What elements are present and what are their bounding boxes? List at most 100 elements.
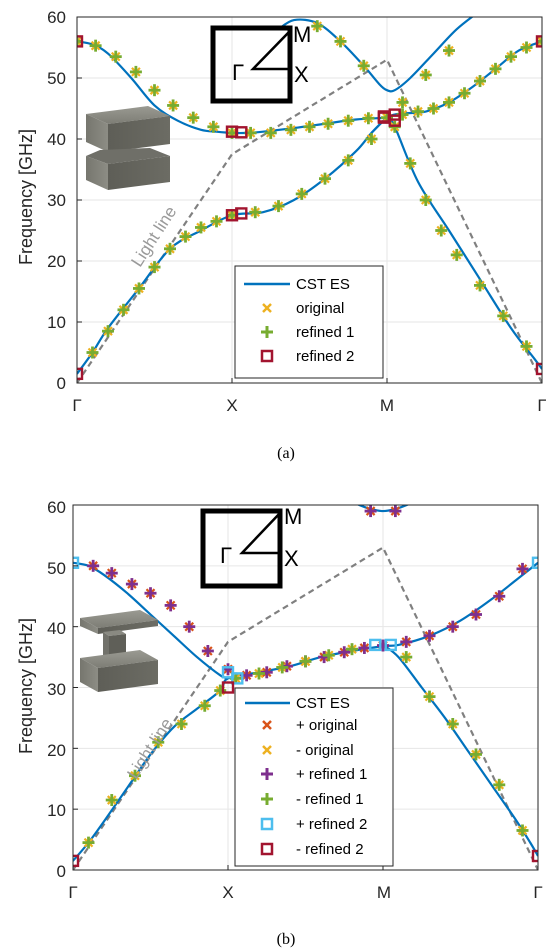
- inset-label-gamma: Γ: [220, 543, 232, 568]
- data-point-refined-1: [117, 303, 130, 316]
- data-point-refined-1: [322, 117, 335, 130]
- panel-a: (a) Frequency [GHz] 0 10 20 30 40 50 60 …: [16, 8, 546, 462]
- data-point-refined-1: [342, 154, 355, 167]
- inset-label-m: M: [284, 504, 302, 529]
- data-point-refined-1: [419, 68, 432, 81]
- data-point-refined-2: [73, 556, 80, 569]
- brillouin-zone-inset-a: Γ X M: [210, 22, 311, 104]
- panel-b: (b) Frequency [GHz] 0 10 20 30 40 50 60 …: [16, 498, 543, 948]
- data-point-refined-2: [535, 35, 542, 48]
- data-point-refined-1: [334, 35, 347, 48]
- data-point-refined-1: [423, 690, 436, 703]
- data-point-refined-1: [443, 96, 455, 109]
- data-point-refined-1: [295, 187, 308, 200]
- series-group: [77, 17, 542, 383]
- data-point-original: [77, 36, 82, 47]
- marker-stroke: [537, 39, 542, 47]
- data-point-refined-1: [144, 587, 157, 600]
- data-point-refined-1: [311, 20, 324, 33]
- legend-swatch-minus-refined-1: [261, 793, 273, 805]
- x-tick-label-x: X: [222, 883, 233, 902]
- data-point-refined-1: [435, 224, 448, 237]
- data-point-refined-1: [516, 824, 529, 837]
- data-point-refined-1: [396, 96, 409, 109]
- data-point-refined-1: [470, 748, 482, 761]
- data-point-refined-1: [365, 133, 378, 145]
- x-tick-label-x: X: [226, 396, 237, 415]
- data-point-refined-1: [89, 39, 102, 52]
- data-point-refined-1: [338, 646, 351, 659]
- data-point-refined-1: [183, 620, 196, 633]
- cst-es-band-line: [277, 17, 474, 93]
- series-group: [73, 505, 538, 870]
- caption-a: (a): [277, 445, 295, 462]
- y-tick-labels-b: 0 10 20 30 40 50 60: [47, 498, 66, 881]
- legend-label-plus-refined-2: + refined 2: [296, 816, 367, 833]
- data-point-refined-2: [235, 207, 248, 220]
- data-point-refined-2: [77, 35, 84, 48]
- cst-es-band-line: [356, 505, 410, 513]
- legend-swatch-minus-refined-2: [260, 842, 274, 856]
- data-point-refined-1: [201, 645, 214, 657]
- y-tick-label: 60: [47, 8, 66, 27]
- y-tick-label: 50: [47, 559, 66, 578]
- data-point-refined-1: [125, 578, 138, 591]
- data-point-refined-1: [133, 282, 145, 295]
- data-point-refined-1: [377, 639, 389, 652]
- y-tick-label: 10: [47, 313, 66, 332]
- cst-es-band-line: [386, 116, 542, 370]
- data-point-refined-1: [319, 172, 331, 185]
- x-tick-label-gamma: Γ: [533, 883, 542, 902]
- data-point-refined-2: [384, 638, 397, 652]
- data-point-refined-2: [369, 638, 382, 652]
- x-tick-label-m: M: [380, 396, 394, 415]
- data-point-refined-1: [167, 99, 180, 112]
- data-point-refined-1: [342, 114, 355, 127]
- data-point-refined-1: [210, 215, 223, 228]
- data-point-refined-1: [423, 629, 436, 642]
- marker-stroke: [77, 36, 82, 43]
- data-point-refined-1: [362, 112, 375, 125]
- legend-label-original: original: [296, 300, 344, 317]
- data-point-refined-1: [86, 346, 99, 359]
- data-point-refined-1: [458, 87, 471, 100]
- data-point-refined-1: [400, 635, 413, 648]
- inset-label-x: X: [284, 546, 299, 571]
- y-tick-label: 30: [47, 680, 66, 699]
- data-point-refined-2: [388, 114, 401, 127]
- data-point-refined-1: [129, 769, 141, 782]
- data-point-refined-1: [474, 279, 486, 292]
- data-point-refined-1: [427, 102, 440, 115]
- data-point-refined-1: [404, 157, 417, 170]
- legend-a: CST ES original refined 1 refined 2: [234, 265, 384, 379]
- data-point-refined-2: [231, 672, 244, 685]
- y-tick-label: 50: [47, 69, 66, 88]
- data-point-refined-1: [493, 778, 506, 791]
- data-point-refined-1: [284, 123, 297, 136]
- data-point-refined-1: [505, 50, 517, 63]
- data-point-refined-1: [272, 200, 285, 213]
- y-axis-label-a: Frequency [GHz]: [16, 129, 36, 265]
- data-point-refined-1: [489, 62, 502, 75]
- data-point-refined-1: [450, 248, 463, 261]
- data-point-refined-1: [474, 75, 486, 88]
- data-point-refined-1: [214, 684, 227, 697]
- legend-label-plus-original: + original: [296, 717, 357, 734]
- data-point-refined-2: [531, 849, 538, 863]
- data-point-refined-1: [443, 44, 455, 57]
- legend-label-cst-es: CST ES: [296, 276, 350, 293]
- data-point-refined-1: [249, 206, 262, 219]
- legend-swatch-original: [262, 303, 272, 313]
- data-point-refined-1: [493, 590, 506, 603]
- caption-b: (b): [277, 931, 296, 948]
- legend-label-plus-refined-1: + refined 1: [296, 766, 367, 783]
- plot-area-b: [72, 504, 539, 871]
- data-point-refined-1: [497, 309, 510, 322]
- data-point-refined-1: [187, 111, 200, 124]
- data-point-refined-1: [264, 126, 277, 139]
- data-point-refined-1: [446, 718, 459, 730]
- y-axis-label-b: Frequency [GHz]: [16, 618, 36, 754]
- data-point-refined-1: [400, 651, 413, 664]
- legend-swatch-refined-2: [260, 349, 274, 363]
- y-tick-label: 40: [47, 619, 66, 638]
